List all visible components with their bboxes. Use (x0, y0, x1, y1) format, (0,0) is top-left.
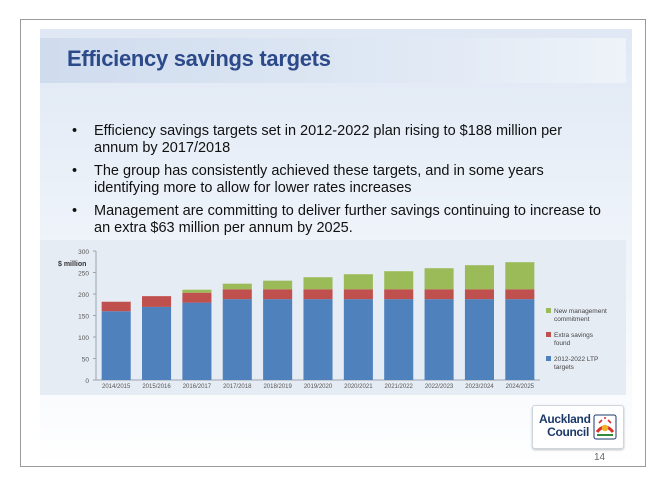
x-tick-label: 2014/2015 (102, 384, 131, 390)
y-tick-label: 50 (82, 357, 90, 364)
bar-segment (101, 301, 131, 312)
bar-segment (505, 262, 535, 290)
legend-swatch (546, 308, 551, 313)
logo-line-2: Council (547, 425, 589, 439)
legend-label: commitment (554, 316, 590, 323)
bar-segment (142, 306, 172, 380)
legend-label: found (554, 340, 571, 347)
y-tick-label: 100 (78, 335, 89, 342)
council-crest-icon (593, 414, 617, 440)
x-tick-label: 2015/2016 (142, 384, 171, 390)
x-tick-label: 2017/2018 (223, 384, 252, 390)
bar-segment (222, 299, 252, 380)
x-tick-label: 2021/2022 (385, 384, 414, 390)
bullet-dot: • (72, 203, 78, 219)
bullet-item: • Management are committing to deliver fu… (70, 203, 610, 237)
y-axis-title: $ million (58, 261, 86, 268)
bullet-item: • Efficiency savings targets set in 2012-… (70, 123, 610, 157)
x-tick-label: 2023/2024 (465, 384, 494, 390)
bar-segment (303, 299, 333, 380)
bullet-list: • Efficiency savings targets set in 2012-… (70, 123, 610, 243)
bar-segment (505, 289, 535, 300)
bar-segment (263, 289, 293, 300)
bar-segment (384, 289, 414, 300)
bar-segment (343, 289, 373, 300)
bullet-text: Management are committing to deliver fur… (94, 203, 601, 236)
bar-segment (222, 289, 252, 300)
x-tick-label: 2018/2019 (263, 384, 292, 390)
x-tick-label: 2022/2023 (425, 384, 454, 390)
bar-segment (182, 289, 212, 293)
bullet-text: Efficiency savings targets set in 2012-2… (94, 123, 563, 156)
bar-segment (343, 299, 373, 380)
legend-label: 2012-2022 LTP (554, 356, 598, 363)
bar-segment (384, 271, 414, 290)
page-number: 14 (594, 452, 606, 463)
bar-segment (464, 265, 494, 290)
bullet-dot: • (72, 163, 78, 179)
bar-segment (464, 289, 494, 300)
bullet-dot: • (72, 123, 78, 139)
auckland-council-logo: Auckland Council (532, 405, 624, 449)
bar-segment (424, 299, 454, 380)
y-tick-label: 300 (78, 249, 89, 256)
stacked-bar-chart: 0 50 100 150 200 250 300 $ million 2014/2015 2015… (58, 249, 607, 390)
logo-line-1: Auckland (539, 412, 591, 426)
legend-label: New management (554, 308, 607, 315)
bar-segment (303, 289, 333, 300)
y-tick-label: 200 (78, 292, 89, 299)
bar-segment (182, 302, 212, 380)
bar-segment (384, 299, 414, 380)
legend-swatch (546, 356, 551, 361)
y-tick-label: 250 (78, 271, 89, 278)
legend-swatch (546, 332, 551, 337)
bar-segment (263, 280, 293, 290)
legend-label: Extra savings (554, 332, 594, 339)
bar-segment (142, 296, 172, 307)
bar-segment (464, 299, 494, 380)
bullet-item: • The group has consistently achieved the… (70, 163, 610, 197)
y-tick-label: 0 (85, 378, 89, 385)
bullet-text: The group has consistently achieved thes… (94, 163, 544, 196)
y-tick-label: 150 (78, 314, 89, 321)
bar-segment (343, 274, 373, 290)
bar-segment (222, 283, 252, 290)
bar-segment (263, 299, 293, 380)
bar-segment (303, 277, 333, 290)
legend-label: targets (554, 364, 575, 371)
x-tick-label: 2024/2025 (506, 384, 535, 390)
x-tick-label: 2016/2017 (183, 384, 212, 390)
title-band (40, 38, 626, 83)
bar-segment (101, 311, 131, 380)
x-tick-label: 2019/2020 (304, 384, 333, 390)
bar-segment (424, 268, 454, 290)
bar-segment (182, 292, 212, 303)
bar-segment (424, 289, 454, 300)
bar-segment (505, 299, 535, 380)
slide-title: Efficiency savings targets (67, 46, 331, 71)
x-tick-label: 2020/2021 (344, 384, 373, 390)
